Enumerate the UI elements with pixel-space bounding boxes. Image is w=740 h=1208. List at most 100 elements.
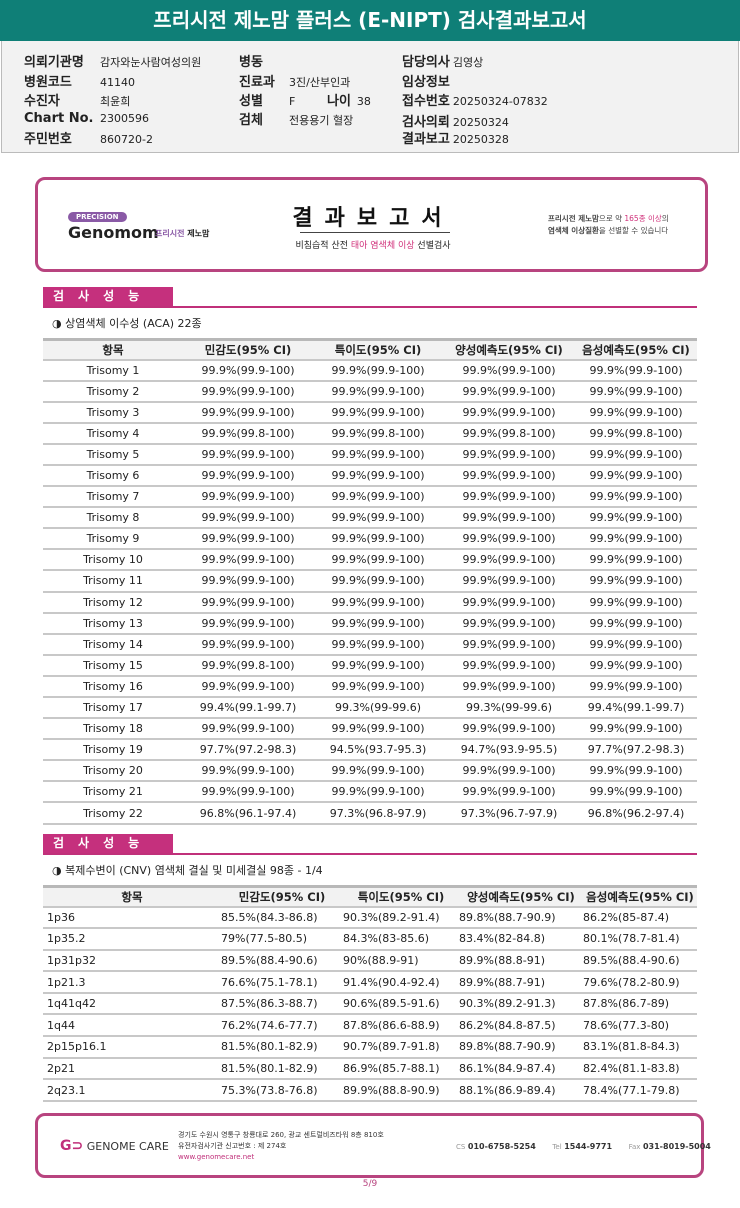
item-cell: 1p35.2	[43, 928, 221, 951]
footer-contacts: CS 010-6758-5254 Tel 1544-9771 Fax 031-8…	[456, 1142, 711, 1151]
item-cell: 1q41q42	[43, 992, 221, 1016]
value-cell: 99.9%(99.9-100)	[575, 633, 697, 656]
value-cell: 83.4%(82-84.8)	[459, 928, 583, 951]
accession-label: 접수번호	[402, 94, 450, 109]
address-line: 경기도 수원시 영통구 창룡대로 260, 광교 센트럴비즈타워 8층 810호	[178, 1131, 384, 1139]
table-row: Trisomy 9 99.9%(99.9-100) 99.9%(99.9-100) 9…	[43, 528, 697, 551]
value-cell: 99.9%(99.9-100)	[575, 591, 697, 614]
dept-label: 진료과	[239, 75, 275, 90]
table-row: Trisomy 17 99.4%(99.1-99.7) 99.3%(99-99.6)…	[43, 697, 697, 720]
value-cell: 99.9%(99.9-100)	[313, 486, 443, 509]
tag-1c: 165종 이상	[624, 214, 662, 223]
value-cell: 87.5%(86.3-88.7)	[221, 992, 343, 1016]
value-cell: 99.9%(99.9-100)	[443, 401, 575, 424]
item-cell: Trisomy 13	[43, 612, 183, 635]
value-cell: 99.9%(99.9-100)	[313, 359, 443, 382]
value-cell: 75.3%(73.8-76.8)	[221, 1079, 343, 1102]
age-value: 38	[356, 95, 371, 108]
item-cell: Trisomy 21	[43, 781, 183, 804]
doctor-label: 담당의사	[402, 55, 450, 70]
value-cell: 99.9%(99.9-100)	[313, 654, 443, 677]
value-cell: 99.9%(99.9-100)	[443, 380, 575, 403]
item-cell: Trisomy 10	[43, 549, 183, 572]
value-cell: 99.9%(99.9-100)	[313, 591, 443, 614]
value-cell: 99.9%(99.9-100)	[575, 654, 697, 677]
item-cell: Trisomy 20	[43, 760, 183, 783]
value-cell: 97.7%(97.2-98.3)	[575, 739, 697, 762]
value-cell: 86.1%(84.9-87.4)	[459, 1057, 583, 1081]
item-cell: Trisomy 19	[43, 739, 183, 762]
patient-info-panel: 의뢰기관명 감자와눈사람여성의원 병원코드 41140 수진자 최윤희 Chart N…	[1, 41, 739, 153]
value-cell: 99.9%(99.9-100)	[443, 570, 575, 593]
value-cell: 99.9%(99.9-100)	[183, 612, 313, 635]
value-cell: 99.9%(99.9-100)	[313, 675, 443, 699]
value-cell: 99.9%(99.9-100)	[575, 359, 697, 382]
value-cell: 99.9%(99.9-100)	[313, 570, 443, 593]
value-cell: 99.9%(99.9-100)	[183, 443, 313, 466]
value-cell: 99.9%(99.9-100)	[313, 507, 443, 530]
value-cell: 99.9%(99.9-100)	[575, 507, 697, 530]
item-cell: 1p36	[43, 906, 221, 930]
rrn-value: 860720-2	[100, 133, 153, 146]
chart-label: Chart No.	[24, 111, 94, 126]
cs-number: 010-6758-5254	[467, 1142, 536, 1151]
item-cell: Trisomy 3	[43, 401, 183, 424]
specimen-label: 검체	[239, 113, 263, 128]
sub-post: 선별검사	[414, 241, 451, 251]
value-cell: 99.9%(99.9-100)	[183, 591, 313, 614]
value-cell: 99.9%(99.9-100)	[443, 359, 575, 382]
value-cell: 89.9%(88.8-91)	[459, 949, 583, 973]
value-cell: 99.9%(99.9-100)	[313, 781, 443, 804]
table-row: Trisomy 16 99.9%(99.9-100) 99.9%(99.9-100)…	[43, 675, 697, 699]
genome-care-logo: G⊃ GENOME CARE	[60, 1138, 169, 1154]
table-row: 2q23.1 75.3%(73.8-76.8) 89.9%(88.8-90.9) 88…	[43, 1079, 697, 1102]
table-row: Trisomy 22 96.8%(96.1-97.4) 97.3%(96.8-97.…	[43, 802, 697, 825]
item-cell: 2p21	[43, 1057, 221, 1081]
org-label: 의뢰기관명	[24, 55, 84, 70]
value-cell: 99.9%(99.9-100)	[575, 549, 697, 572]
value-cell: 99.9%(99.9-100)	[575, 464, 697, 488]
value-cell: 89.8%(88.7-90.9)	[459, 1036, 583, 1059]
accession-value: 20250324-07832	[452, 95, 548, 108]
value-cell: 76.6%(75.1-78.1)	[221, 971, 343, 994]
item-cell: 2q23.1	[43, 1079, 221, 1102]
item-cell: Trisomy 7	[43, 486, 183, 509]
website-link[interactable]: www.genomecare.net	[178, 1153, 255, 1161]
report-date-value: 20250328	[452, 133, 509, 146]
value-cell: 79.6%(78.2-80.9)	[583, 971, 697, 994]
value-cell: 87.8%(86.6-88.9)	[343, 1014, 459, 1038]
item-cell: Trisomy 9	[43, 528, 183, 551]
logo-text: GENOME CARE	[86, 1140, 169, 1153]
table-row: 1p21.3 76.6%(75.1-78.1) 91.4%(90.4-92.4) 89…	[43, 971, 697, 994]
value-cell: 94.7%(93.9-95.5)	[443, 739, 575, 762]
cnv-performance-table: 항목 민감도(95% CI) 특이도(95% CI) 양성예측도(95% CI) 음성예…	[43, 885, 697, 1102]
column-header: 음성예측도(95% CI)	[575, 338, 697, 361]
table-row: 1q41q42 87.5%(86.3-88.7) 90.6%(89.5-91.6) 9…	[43, 992, 697, 1016]
table-row: Trisomy 15 99.9%(99.8-100) 99.9%(99.9-100)…	[43, 654, 697, 677]
column-header: 민감도(95% CI)	[183, 338, 313, 361]
patient-label: 수진자	[24, 94, 60, 109]
item-cell: Trisomy 17	[43, 697, 183, 720]
doctor-value: 김영상	[452, 56, 484, 69]
sub-highlight: 태아 염색체 이상	[350, 241, 415, 251]
value-cell: 79%(77.5-80.5)	[221, 928, 343, 951]
value-cell: 94.5%(93.7-95.3)	[313, 739, 443, 762]
value-cell: 99.9%(99.9-100)	[443, 528, 575, 551]
item-cell: Trisomy 2	[43, 380, 183, 403]
section-header-2-label: 검사성능	[43, 834, 173, 853]
column-header: 양성예측도(95% CI)	[443, 338, 575, 361]
value-cell: 99.9%(99.9-100)	[575, 380, 697, 403]
table-row: Trisomy 4 99.9%(99.8-100) 99.9%(99.8-100) 9…	[43, 422, 697, 445]
value-cell: 99.9%(99.9-100)	[183, 401, 313, 424]
value-cell: 85.5%(84.3-86.8)	[221, 906, 343, 930]
registration-line: 유전자검사기관 신고번호 : 제 274호	[178, 1142, 287, 1150]
value-cell: 84.3%(83-85.6)	[343, 928, 459, 951]
value-cell: 83.1%(81.8-84.3)	[583, 1036, 697, 1059]
value-cell: 82.4%(81.1-83.8)	[583, 1057, 697, 1081]
item-cell: Trisomy 11	[43, 570, 183, 593]
footer: G⊃ GENOME CARE 경기도 수원시 영통구 창룡대로 260, 광교 …	[35, 1113, 711, 1178]
value-cell: 99.9%(99.8-100)	[183, 654, 313, 677]
table-row: Trisomy 11 99.9%(99.9-100) 99.9%(99.9-100)…	[43, 570, 697, 593]
tag-1d: 의	[661, 214, 669, 223]
value-cell: 89.5%(88.4-90.6)	[221, 949, 343, 973]
